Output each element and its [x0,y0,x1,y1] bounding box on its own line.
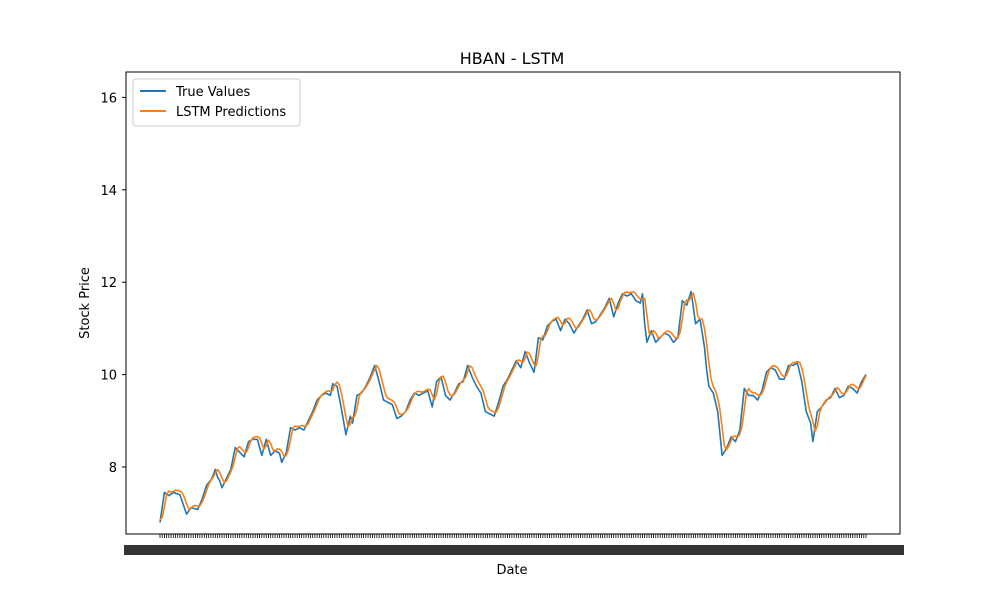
x-axis-label: Date [496,563,527,578]
axes-frame [125,71,901,535]
y-axis-label: Stock Price [78,267,93,339]
x-tick-label-band [124,545,904,555]
y-tick-label: 16 [100,91,117,106]
legend-box [132,78,301,127]
y-tick-label: 14 [100,184,117,199]
chart-legend: True Values LSTM Predictions [132,78,301,127]
y-axis: 8 10 12 14 16 [100,91,126,476]
series-line-lstm-predictions [159,291,867,521]
plot-area [159,290,867,523]
series-line-true-values [159,290,867,523]
x-axis [124,534,904,555]
legend-label-lstm-predictions: LSTM Predictions [176,105,286,120]
y-tick-label: 10 [100,369,117,384]
y-tick-label: 12 [100,276,117,291]
legend-label-true-values: True Values [175,85,250,100]
chart-title: HBAN - LSTM [460,49,565,68]
y-tick-label: 8 [109,461,117,476]
